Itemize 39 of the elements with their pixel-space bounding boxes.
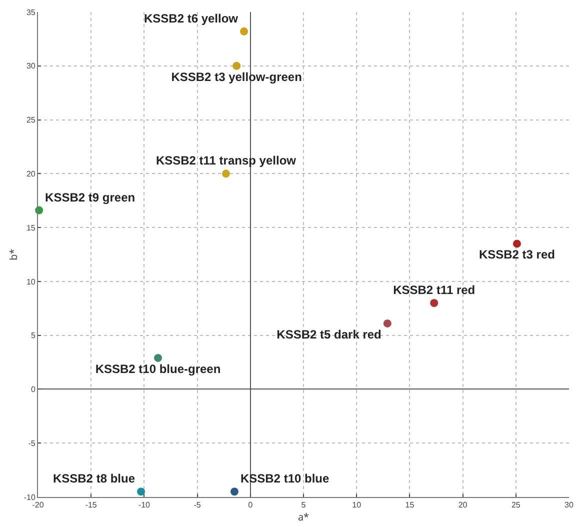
x-tick-label: 15 (405, 500, 415, 510)
point (137, 488, 146, 496)
series-label: KSSB2 t3 red (478, 248, 555, 262)
x-tick-label: 10 (352, 500, 362, 510)
series-label: KSSB2 t6 yellow (144, 11, 239, 26)
point (240, 27, 248, 36)
x-axis-title: a* (298, 510, 310, 524)
x-tick-label: 20 (458, 500, 468, 510)
x-tick-label: -10 (138, 500, 151, 510)
x-tick-label: 5 (301, 500, 306, 510)
series-label: KSSB2 t10 blue-green (95, 362, 221, 376)
y-tick-label: 20 (26, 169, 36, 178)
y-tick-label: 30 (26, 62, 36, 71)
y-tick-label: 35 (26, 8, 36, 17)
point (230, 488, 238, 496)
y-tick-label: 15 (26, 223, 36, 232)
point (222, 170, 230, 178)
x-tick-label: 30 (564, 500, 574, 510)
point (232, 62, 241, 70)
series-label: KSSB2 t11 red (393, 283, 476, 297)
y-tick-label: 5 (30, 331, 36, 340)
point (154, 354, 162, 362)
y-tick-label: 25 (26, 116, 36, 125)
series-label: KSSB2 t9 green (45, 190, 136, 204)
x-tick-label: -5 (194, 500, 202, 510)
x-tick-label: 25 (511, 500, 521, 510)
x-tick-label: -15 (85, 500, 98, 510)
point (430, 299, 438, 307)
series-label: KSSB2 t8 blue (52, 472, 136, 486)
point (512, 240, 521, 248)
y-tick-label: -10 (24, 492, 36, 502)
y-tick-label: -5 (28, 438, 36, 448)
y-tick-label: 10 (26, 277, 36, 286)
x-tick-label: 0 (248, 500, 254, 510)
point (383, 319, 392, 328)
y-tick-label: 0 (30, 385, 36, 394)
x-tick-label: -20 (32, 500, 44, 510)
series-label: KSSB2 t5 dark red (276, 327, 382, 342)
y-axis-title: b* (6, 248, 20, 260)
